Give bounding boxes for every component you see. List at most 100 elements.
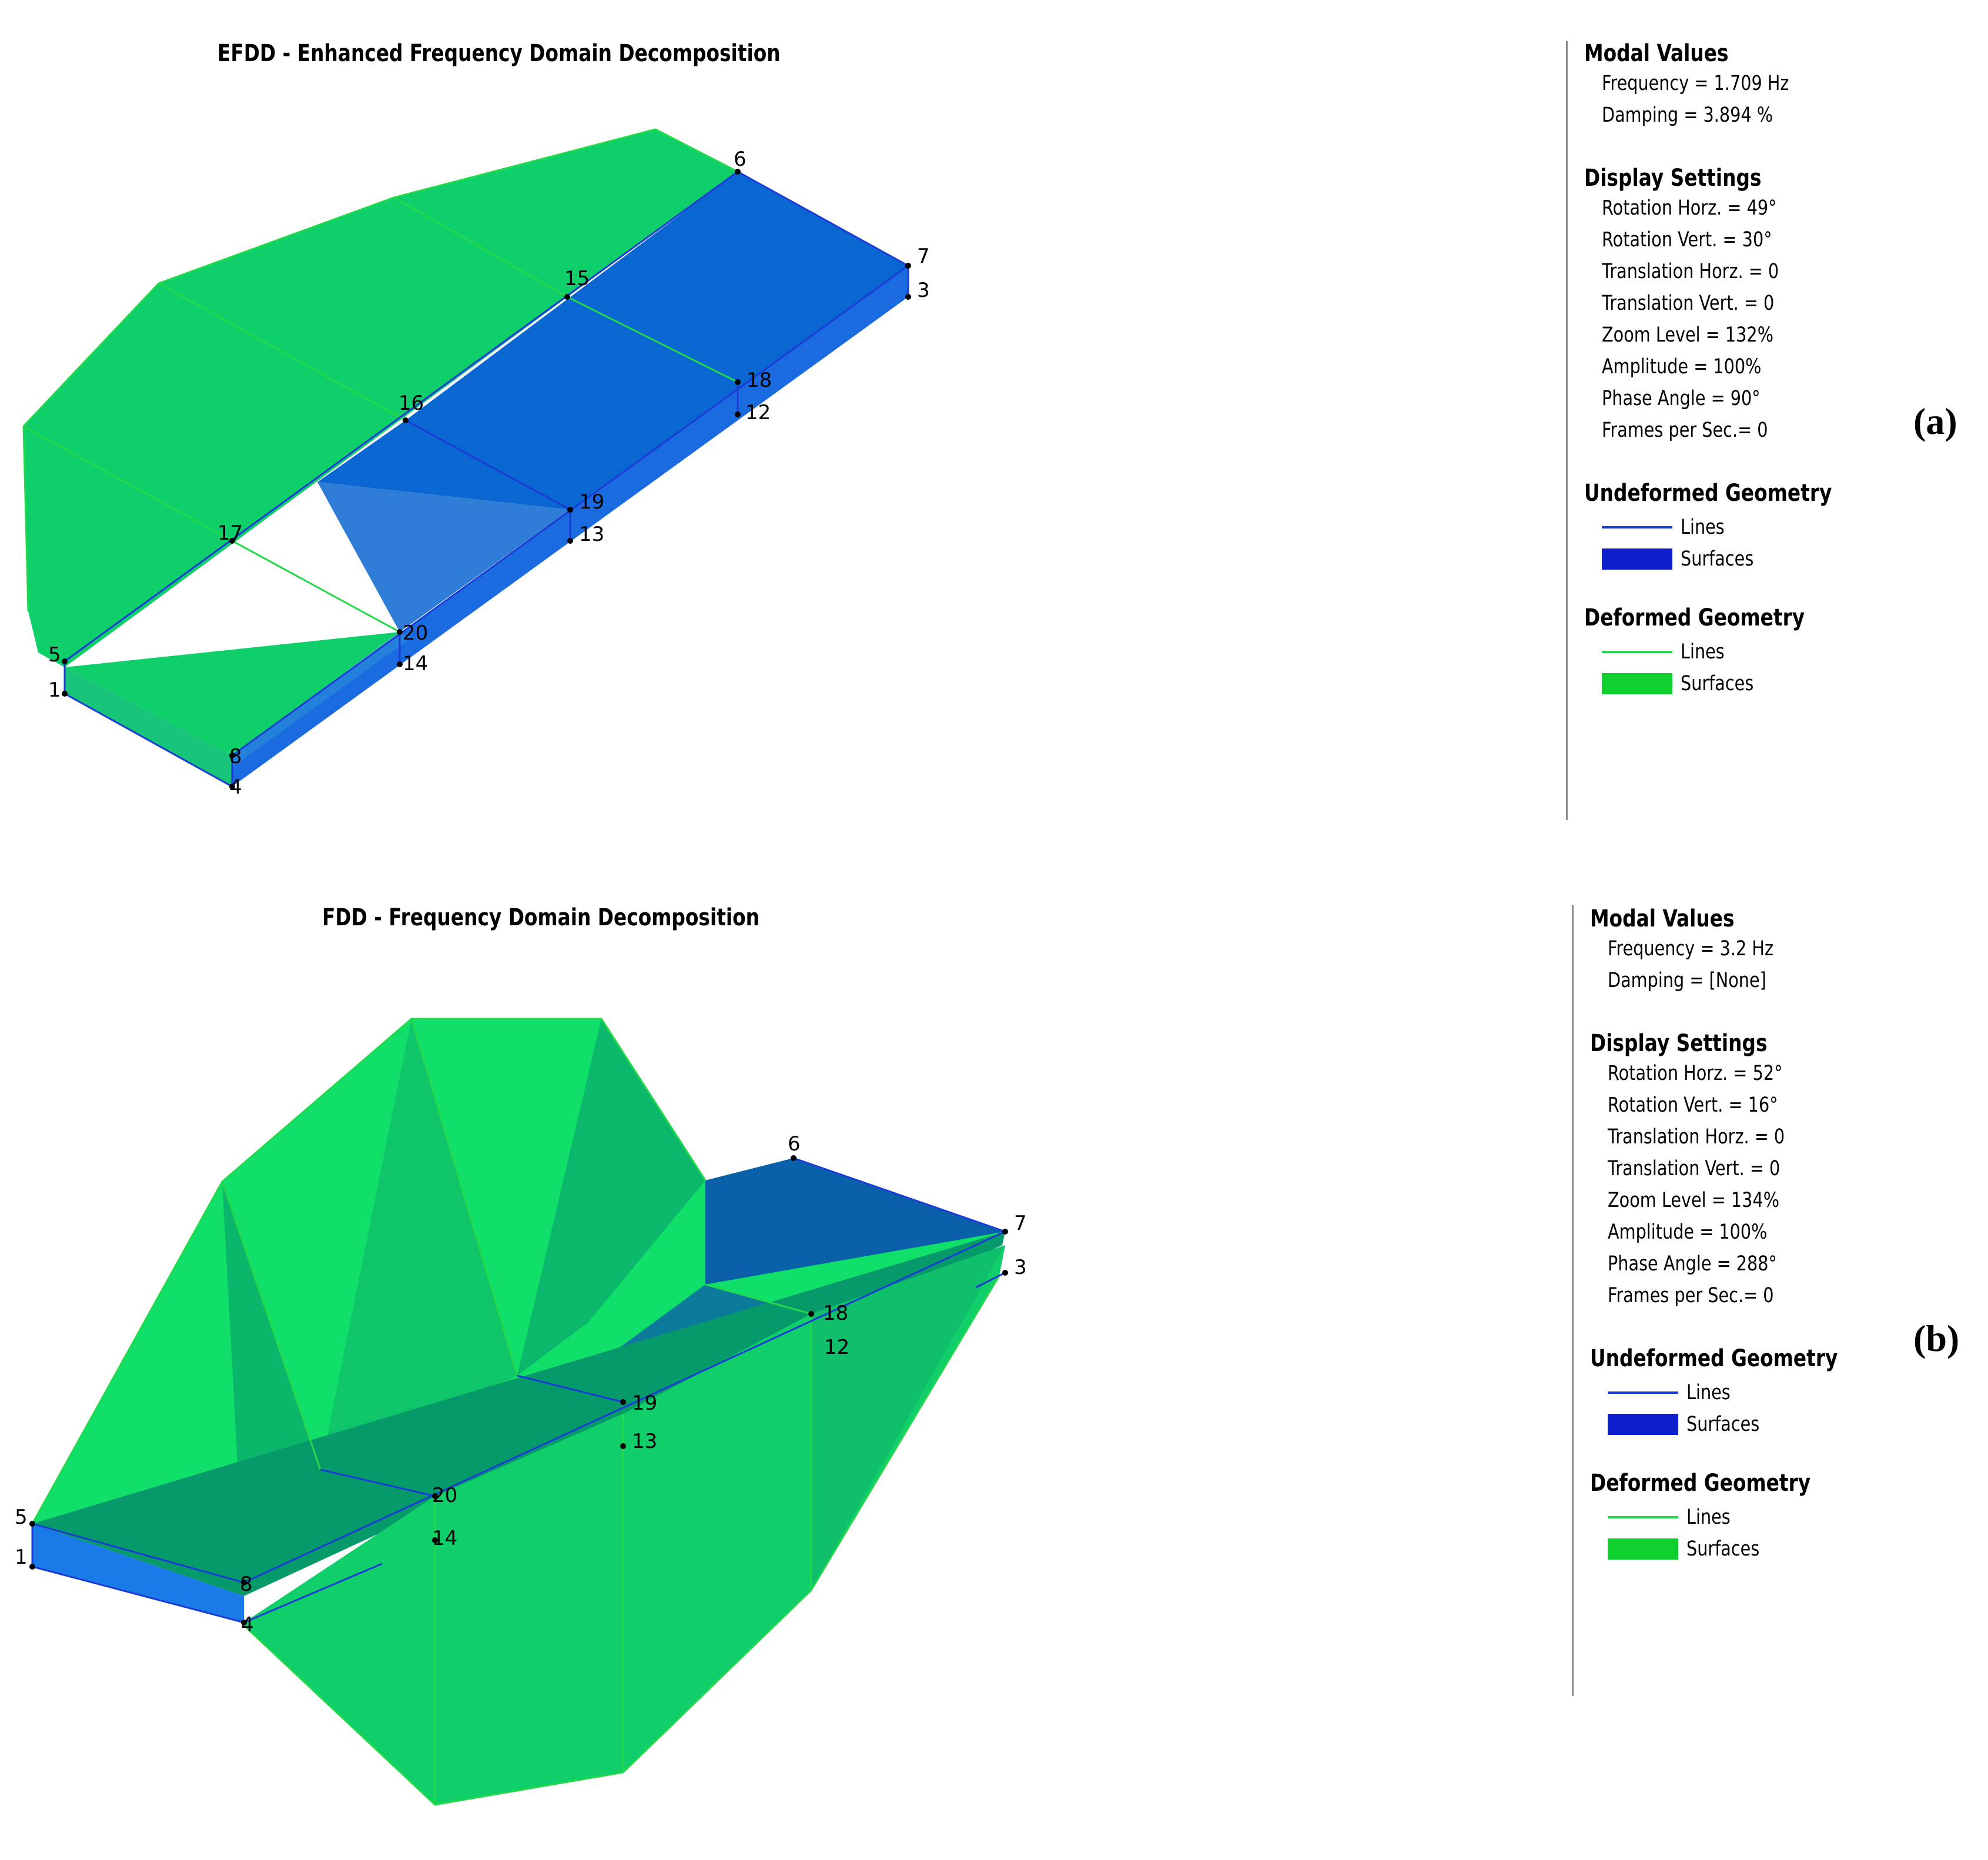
surface-swatch bbox=[1602, 673, 1672, 694]
surface-swatch bbox=[1608, 1538, 1678, 1560]
node-label: 7 bbox=[1014, 1212, 1027, 1235]
display-setting: Zoom Level = 134% bbox=[1608, 1189, 1779, 1212]
display-settings-header: Display Settings bbox=[1584, 165, 1762, 192]
node-label: 19 bbox=[579, 490, 604, 514]
display-setting: Rotation Horz. = 52° bbox=[1608, 1062, 1783, 1085]
display-setting: Translation Vert. = 0 bbox=[1608, 1157, 1781, 1180]
panel-a: EFDD - Enhanced Frequency Domain Decompo… bbox=[0, 0, 1988, 864]
mesh-dark bbox=[32, 1232, 1005, 1596]
display-setting: Translation Horz. = 0 bbox=[1602, 260, 1779, 283]
deformed-lines bbox=[31, 1018, 1000, 1806]
deformed-geometry-header: Deformed Geometry bbox=[1584, 604, 1805, 631]
surface-swatch bbox=[1602, 548, 1672, 570]
node-label: 1 bbox=[15, 1545, 28, 1569]
node-label: 18 bbox=[747, 369, 772, 392]
undeformed-surface bbox=[317, 482, 570, 632]
surface-swatch bbox=[1608, 1414, 1678, 1435]
legend-entry: Lines bbox=[1608, 1501, 1892, 1533]
undeformed-side bbox=[65, 667, 232, 787]
display-setting: Frames per Sec.= 0 bbox=[1608, 1284, 1774, 1307]
display-setting: Translation Vert. = 0 bbox=[1602, 292, 1775, 315]
node-label: 18 bbox=[823, 1302, 848, 1325]
display-setting: Amplitude = 100% bbox=[1602, 355, 1762, 379]
legend-entry: Lines bbox=[1602, 636, 1886, 668]
deformed-geometry-header: Deformed Geometry bbox=[1590, 1470, 1811, 1497]
panel-label: (a) bbox=[1913, 400, 1957, 442]
undeformed-side bbox=[32, 1524, 244, 1623]
display-setting: Frames per Sec.= 0 bbox=[1602, 419, 1768, 442]
display-setting: Translation Horz. = 0 bbox=[1608, 1125, 1785, 1149]
undeformed-geometry-header: Undeformed Geometry bbox=[1590, 1345, 1838, 1372]
mode-shape-view[interactable]: 1 4 5 6 7 3 8 12 13 14 18 19 20 bbox=[0, 864, 1058, 1816]
display-setting: Phase Angle = 90° bbox=[1602, 387, 1761, 410]
node-label: 19 bbox=[632, 1391, 657, 1415]
display-setting: Rotation Horz. = 49° bbox=[1602, 196, 1777, 220]
display-setting: Zoom Level = 132% bbox=[1602, 323, 1773, 347]
node-label: 14 bbox=[432, 1527, 457, 1550]
node-label: 6 bbox=[734, 148, 747, 171]
undeformed-surface bbox=[317, 172, 908, 510]
node-label: 5 bbox=[15, 1506, 28, 1529]
node-label: 12 bbox=[824, 1336, 849, 1359]
modal-values-header: Modal Values bbox=[1590, 905, 1735, 932]
modal-values-header: Modal Values bbox=[1584, 40, 1729, 67]
node-label: 4 bbox=[241, 1613, 254, 1637]
damping-value: Damping = [None] bbox=[1608, 969, 1766, 992]
node-label: 15 bbox=[564, 267, 590, 290]
legend-label: Surfaces bbox=[1686, 1537, 1760, 1561]
display-setting: Rotation Vert. = 16° bbox=[1608, 1093, 1778, 1117]
node-label: 20 bbox=[432, 1484, 457, 1507]
display-setting: Rotation Vert. = 30° bbox=[1602, 228, 1772, 252]
node-label: 1 bbox=[48, 678, 61, 702]
node-label: 20 bbox=[403, 621, 428, 645]
deformed-surface bbox=[811, 1245, 1005, 1590]
legend-entry: Surfaces bbox=[1602, 668, 1886, 700]
undeformed-lines bbox=[63, 170, 909, 788]
undeformed-lines bbox=[31, 1157, 1006, 1624]
legend-label: Surfaces bbox=[1681, 547, 1754, 571]
legend-divider bbox=[1566, 41, 1568, 820]
display-settings-header: Display Settings bbox=[1590, 1030, 1768, 1057]
node-label: 8 bbox=[229, 745, 242, 768]
node-label: 12 bbox=[745, 401, 771, 424]
legend-panel: Modal Values Frequency = 1.709 Hz Dampin… bbox=[1584, 40, 1886, 700]
legend-entry: Lines bbox=[1608, 1377, 1892, 1409]
line-swatch bbox=[1602, 651, 1672, 653]
node-label: 4 bbox=[229, 775, 242, 799]
legend-panel: Modal Values Frequency = 3.2 Hz Damping … bbox=[1590, 905, 1892, 1565]
view-title: FDD - Frequency Domain Decomposition bbox=[322, 904, 760, 931]
legend-label: Lines bbox=[1681, 640, 1725, 664]
node-labels: 1 4 5 6 7 3 8 12 13 14 18 19 20 bbox=[15, 1132, 1027, 1637]
frequency-value: Frequency = 3.2 Hz bbox=[1608, 937, 1773, 961]
legend-label: Lines bbox=[1686, 1506, 1731, 1529]
frequency-value: Frequency = 1.709 Hz bbox=[1602, 72, 1789, 95]
node-label: 7 bbox=[917, 245, 930, 268]
node-label: 16 bbox=[399, 392, 424, 415]
legend-entry: Surfaces bbox=[1602, 543, 1886, 575]
node-label: 13 bbox=[579, 523, 604, 546]
line-swatch bbox=[1608, 1391, 1678, 1394]
display-setting: Amplitude = 100% bbox=[1608, 1220, 1768, 1244]
node-label: 17 bbox=[217, 521, 243, 545]
deformed-lines bbox=[22, 128, 738, 633]
panel-label: (b) bbox=[1913, 1317, 1960, 1359]
view-title: EFDD - Enhanced Frequency Domain Decompo… bbox=[217, 40, 781, 67]
node-label: 13 bbox=[632, 1430, 657, 1453]
line-swatch bbox=[1602, 526, 1672, 528]
undeformed-surface bbox=[705, 1158, 1005, 1284]
legend-entry: Surfaces bbox=[1608, 1409, 1892, 1440]
panel-b: FDD - Frequency Domain Decomposition bbox=[0, 864, 1988, 1806]
legend-label: Surfaces bbox=[1681, 672, 1754, 695]
legend-divider bbox=[1572, 905, 1574, 1696]
undeformed-geometry-header: Undeformed Geometry bbox=[1584, 480, 1832, 507]
mode-shape-view[interactable]: 1 4 5 6 7 3 8 12 13 14 15 16 17 18 19 20 bbox=[0, 0, 999, 835]
deformed-surface bbox=[320, 1019, 517, 1470]
legend-label: Surfaces bbox=[1686, 1413, 1760, 1436]
node-label: 14 bbox=[403, 652, 428, 675]
node-label: 8 bbox=[240, 1573, 253, 1596]
legend-label: Lines bbox=[1686, 1381, 1731, 1404]
deformed-surface bbox=[65, 632, 400, 755]
legend-label: Lines bbox=[1681, 516, 1725, 539]
legend-entry: Surfaces bbox=[1608, 1533, 1892, 1565]
node-markers bbox=[62, 169, 911, 790]
